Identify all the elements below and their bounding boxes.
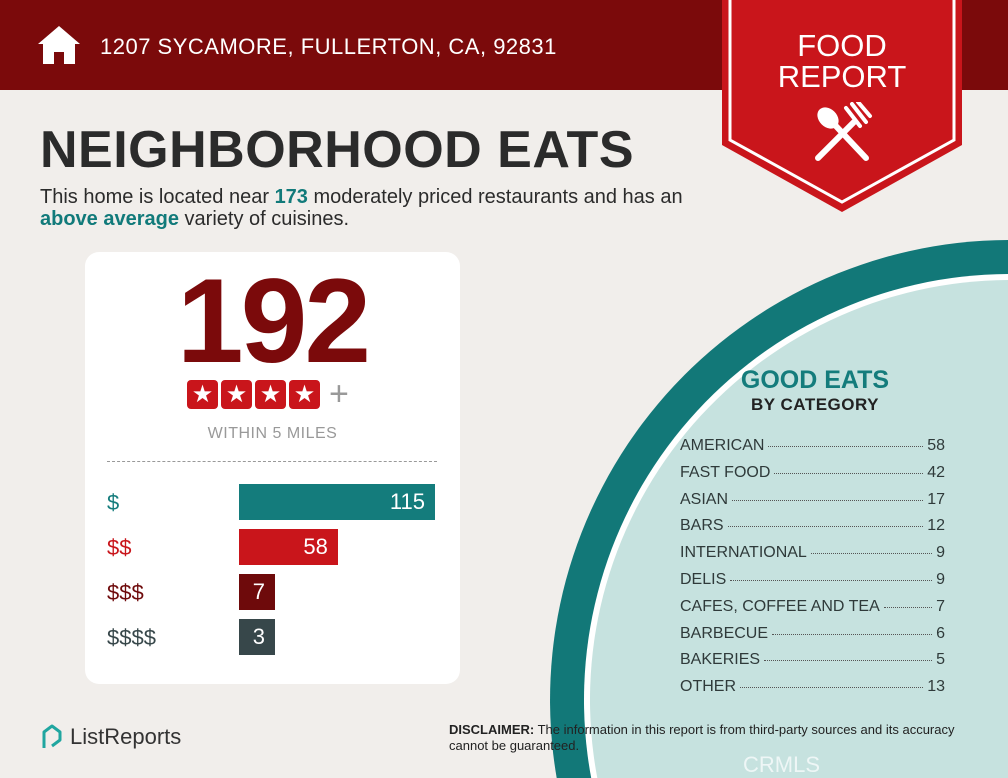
spoon-fork-icon bbox=[815, 102, 872, 161]
price-level-label: $$$$ bbox=[107, 625, 156, 650]
category-count: 17 bbox=[927, 490, 945, 508]
price-level-row: $115 bbox=[107, 484, 447, 520]
panel-subtitle: BY CATEGORY bbox=[751, 395, 879, 414]
dot-leader bbox=[774, 472, 924, 474]
dot-leader bbox=[810, 553, 933, 555]
category-count: 5 bbox=[936, 651, 945, 669]
badge-title: FOOD REPORT bbox=[777, 28, 907, 94]
star-icon: ★ bbox=[221, 380, 252, 409]
intro-text: This home is located near 173 moderately… bbox=[40, 186, 683, 230]
food-report-badge bbox=[722, 0, 962, 212]
price-level-row: $$$ 7 bbox=[107, 574, 447, 610]
category-count: 9 bbox=[936, 570, 945, 588]
dot-leader bbox=[772, 633, 933, 635]
dot-leader bbox=[727, 526, 924, 528]
price-level-bar: 115 bbox=[239, 484, 435, 520]
price-level-label: $$ bbox=[107, 535, 132, 560]
price-level-bar: 7 bbox=[239, 574, 275, 610]
category-count: 6 bbox=[936, 624, 945, 642]
category-item: OTHER 13 bbox=[680, 678, 945, 705]
category-item: BARS 12 bbox=[680, 517, 945, 544]
plus-icon: + bbox=[329, 375, 349, 413]
price-level-bar: 3 bbox=[239, 619, 275, 655]
restaurant-total: 192 bbox=[176, 254, 371, 388]
within-label: WITHIN 5 MILES bbox=[207, 425, 338, 442]
category-item: BARBECUE 6 bbox=[680, 625, 945, 652]
divider bbox=[107, 461, 437, 462]
category-name: ASIAN bbox=[680, 490, 729, 508]
star-icon: ★ bbox=[187, 380, 218, 409]
price-level-label: $$$ bbox=[107, 580, 144, 605]
property-address: 1207 SYCAMORE, FULLERTON, CA, 92831 bbox=[100, 34, 557, 59]
home-icon bbox=[38, 26, 80, 64]
category-item: CAFES, COFFEE AND TEA 7 bbox=[680, 598, 945, 625]
price-level-row: $$ 58 bbox=[107, 529, 447, 565]
dot-leader bbox=[764, 660, 933, 662]
category-count: 12 bbox=[927, 517, 945, 535]
star-rating: ★ ★ ★ ★ + bbox=[187, 375, 349, 413]
dot-leader bbox=[732, 499, 924, 501]
category-item: ASIAN 17 bbox=[680, 491, 945, 518]
listreports-logo: ListReports bbox=[40, 724, 181, 750]
dot-leader bbox=[883, 606, 933, 608]
category-item: DELIS 9 bbox=[680, 571, 945, 598]
listreports-logo-icon bbox=[42, 724, 62, 748]
category-item: BAKERIES 5 bbox=[680, 651, 945, 678]
category-item: FAST FOOD 42 bbox=[680, 464, 945, 491]
category-count: 42 bbox=[927, 463, 945, 481]
dot-leader bbox=[730, 579, 933, 581]
categories-panel: GOOD EATS BY CATEGORY AMERICAN 58 FAST FOO… bbox=[680, 366, 945, 705]
panel-title: GOOD EATS bbox=[740, 366, 890, 394]
category-name: AMERICAN bbox=[680, 437, 765, 454]
dot-leader bbox=[740, 687, 924, 689]
category-name: BARS bbox=[680, 517, 724, 535]
category-item: INTERNATIONAL 9 bbox=[680, 544, 945, 571]
category-name: CAFES, COFFEE AND TEA bbox=[680, 597, 880, 615]
category-item: AMERICAN 58 bbox=[680, 437, 945, 464]
summary-card: 192 ★ ★ ★ ★ + WITHIN 5 MILES $115 $$ 58 $$$… bbox=[85, 252, 460, 684]
category-name: DELIS bbox=[680, 570, 727, 588]
star-icon: ★ bbox=[255, 380, 286, 409]
star-icon: ★ bbox=[289, 380, 320, 409]
category-name: BARBECUE bbox=[680, 624, 769, 642]
price-level-row: $$$$ 3 bbox=[107, 619, 447, 655]
category-count: 9 bbox=[936, 544, 945, 562]
category-name: INTERNATIONAL bbox=[680, 544, 807, 562]
category-count: 58 bbox=[927, 437, 945, 454]
category-name: FAST FOOD bbox=[680, 463, 771, 481]
dot-leader bbox=[768, 446, 924, 447]
price-level-bar: 58 bbox=[239, 529, 338, 565]
category-name: OTHER bbox=[680, 678, 736, 696]
page-title: NEIGHBORHOOD EATS bbox=[40, 121, 635, 179]
category-count: 13 bbox=[927, 678, 945, 696]
watermark: CRMLS bbox=[743, 752, 821, 777]
category-name: BAKERIES bbox=[680, 651, 761, 669]
category-count: 7 bbox=[936, 597, 945, 615]
disclaimer: DISCLAIMER: The information in this repo… bbox=[449, 722, 955, 753]
price-level-label: $ bbox=[107, 490, 120, 515]
